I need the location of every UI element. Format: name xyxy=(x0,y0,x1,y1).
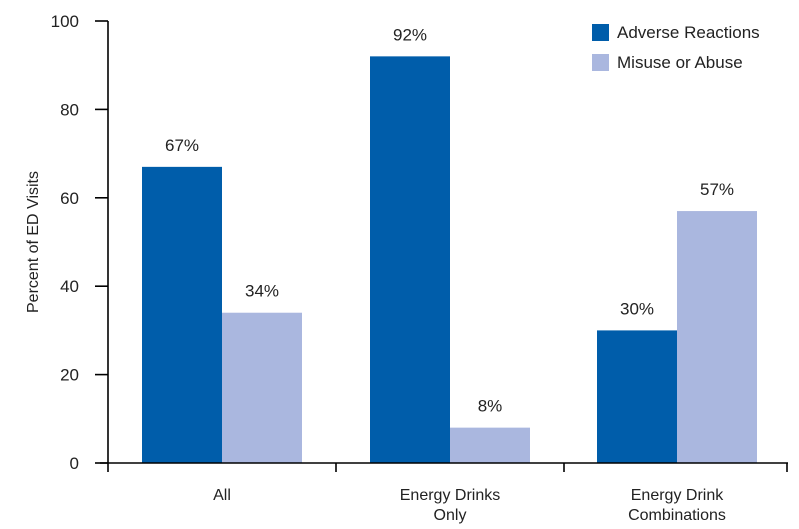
bar xyxy=(142,166,222,464)
x-category-label: Energy Drinks Only xyxy=(400,487,500,524)
x-category-label: All xyxy=(213,487,231,504)
y-tick-label: 60 xyxy=(60,189,79,208)
bar-value-label: 30% xyxy=(620,299,654,318)
bar-value-label: 92% xyxy=(393,25,427,44)
x-ticks-group: All Energy Drinks Only Energy Drink Combinat… xyxy=(107,463,788,524)
data-labels-group: 67% 92% 30% 34% 8% 57% xyxy=(165,25,734,415)
y-axis-label: Percent of ED Visits xyxy=(25,171,42,313)
legend-swatch xyxy=(592,54,609,71)
legend-swatch xyxy=(592,24,609,41)
y-ticks-group: 0 20 40 60 80 100 xyxy=(51,12,108,473)
bar-value-label: 34% xyxy=(245,282,279,301)
bar xyxy=(450,427,530,463)
bar xyxy=(597,330,677,463)
x-category-label-line: Energy Drink xyxy=(631,487,724,504)
x-category-label-line: Energy Drinks xyxy=(400,487,500,504)
y-tick-label: 20 xyxy=(60,366,79,385)
bar xyxy=(677,211,757,463)
legend-label: Misuse or Abuse xyxy=(617,53,743,72)
y-tick-label: 80 xyxy=(60,100,79,119)
legend-label: Adverse Reactions xyxy=(617,23,760,42)
y-tick-label: 0 xyxy=(70,454,79,473)
x-category-label: Energy Drink Combinations xyxy=(628,487,726,524)
bar-value-label: 67% xyxy=(165,136,199,155)
y-tick-label: 40 xyxy=(60,277,79,296)
legend: Adverse Reactions Misuse or Abuse xyxy=(592,23,760,72)
bar xyxy=(370,56,450,464)
x-category-label-line: Combinations xyxy=(628,507,726,524)
bar xyxy=(222,312,302,463)
bar-value-label: 57% xyxy=(700,180,734,199)
x-category-label-line: Only xyxy=(434,507,467,524)
x-category-label-line: All xyxy=(213,487,231,504)
bar-value-label: 8% xyxy=(478,397,503,416)
y-tick-label: 100 xyxy=(51,12,79,31)
bars-group xyxy=(142,56,757,464)
